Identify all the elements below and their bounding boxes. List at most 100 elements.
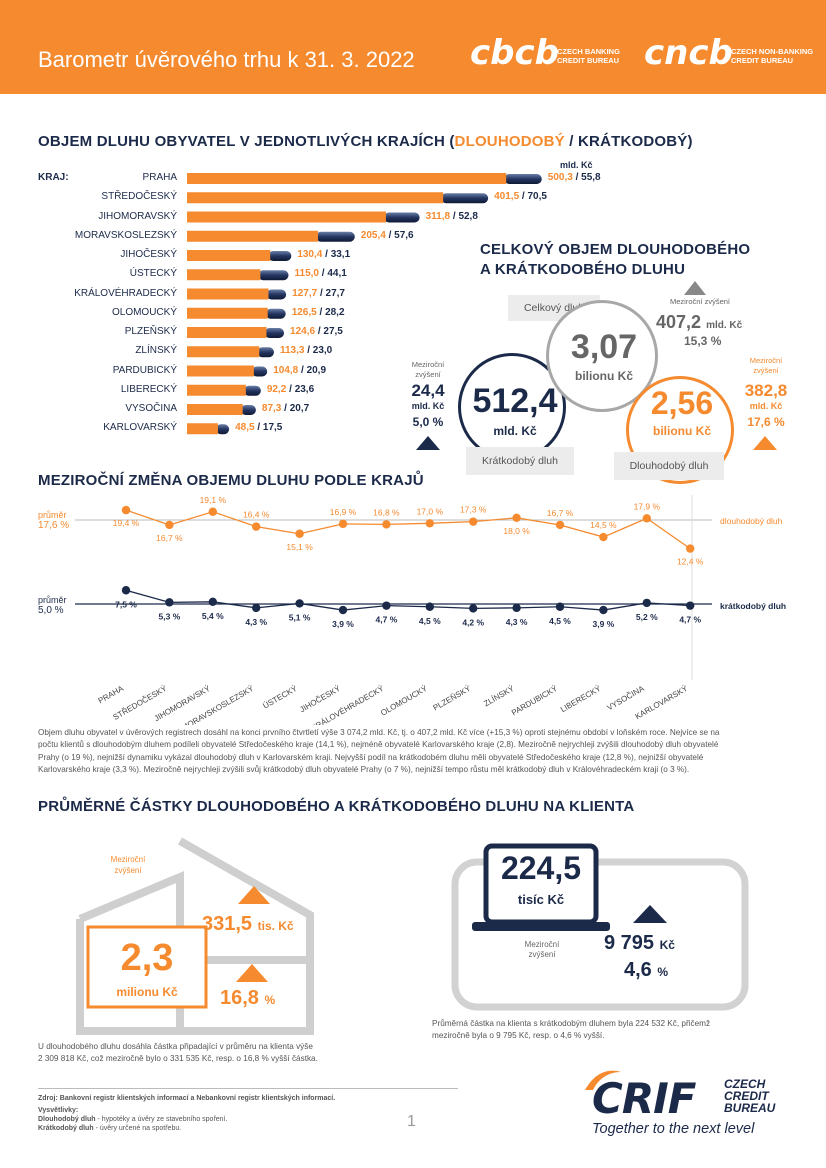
- long-change-unit: mld. Kč: [749, 401, 783, 411]
- data-label: 4,2 %: [462, 617, 484, 627]
- long-debt-bar: [187, 404, 243, 415]
- region-long-value: 87,3: [261, 403, 282, 414]
- data-point: [295, 529, 304, 538]
- region-value: 104,8 / 20,9: [273, 365, 326, 376]
- region-value: 401,5 / 70,5: [494, 191, 547, 202]
- house-illustration: [76, 837, 314, 1035]
- data-label: 5,4 %: [202, 611, 224, 621]
- data-label: 5,3 %: [159, 611, 181, 621]
- data-label: 5,2 %: [636, 612, 658, 622]
- region-label: ZLÍNSKÝ: [135, 345, 177, 357]
- regions-title-short: KRÁTKODOBÝ): [578, 133, 693, 150]
- region-short-value: 44,1: [327, 268, 347, 280]
- header-banner: [0, 0, 826, 94]
- data-point: [338, 605, 348, 615]
- region-long-value: 311,8: [425, 210, 451, 222]
- house-text-1: U dlouhodobého dluhu dosáhla částka přip…: [38, 1042, 313, 1051]
- region-value-separator: /: [315, 326, 324, 337]
- region-long-value: 113,3: [279, 345, 305, 357]
- unit-label: mld. Kč: [560, 160, 593, 170]
- data-label: 16,4 %: [243, 510, 270, 520]
- region-label: MORAVSKOSLEZSKÝ: [74, 229, 177, 241]
- region-value-separator: /: [316, 306, 326, 318]
- data-label: 3,9 %: [332, 619, 354, 629]
- short-debt-bar: [266, 289, 287, 300]
- category-label: ZLÍNSKÝ: [482, 684, 516, 709]
- data-label: 17,3 %: [460, 505, 487, 515]
- long-debt-bar: [187, 288, 269, 300]
- region-value-separator: /: [281, 403, 290, 414]
- laptop-text-2: meziročně byla o 9 795 Kč, resp. o 4,6 %…: [432, 1031, 605, 1041]
- yoy-chart: 19,4 % 16,7 % 19,1 % 16,4 % 15,1 % 16,9 % 16,8…: [75, 495, 712, 725]
- region-long-value: 130,4: [297, 249, 323, 260]
- laptop-change-number: 9 795: [604, 932, 655, 954]
- summary-line-2: počtu klientů s dlouhodobým dluhem podíl…: [38, 740, 719, 750]
- region-label: JIHOMORAVSKÝ: [98, 210, 177, 222]
- legend-short: krátkodobý dluh: [720, 601, 787, 611]
- data-point: [338, 519, 348, 529]
- data-point: [599, 532, 608, 542]
- data-label: 19,4 %: [113, 518, 140, 528]
- region-value: 87,3 / 20,7: [262, 403, 309, 414]
- region-label: PRAHA: [142, 172, 177, 183]
- laptop-pct-number: 4,6: [624, 959, 652, 981]
- summary-paragraph: Objem dluhu obyvatel v úvěrových registr…: [38, 727, 798, 776]
- crif-sub-3: BUREAU: [724, 1101, 776, 1115]
- cbcb-logo: cbcb: [470, 33, 559, 73]
- total-change-number: 407,2: [656, 312, 702, 332]
- data-point: [165, 598, 174, 607]
- avg-title: PRŮMĚRNÉ ČÁSTKY DLOUHODOBÉHO A KRÁTKODOB…: [38, 798, 635, 815]
- regions-title-long: DLOUHODOBÝ: [454, 133, 565, 150]
- region-value: 130,4 / 33,1: [297, 249, 350, 260]
- short-debt-bar: [215, 424, 230, 435]
- data-point: [165, 520, 174, 530]
- region-value-separator: /: [317, 287, 326, 299]
- region-value-separator: /: [304, 345, 313, 357]
- summary-line-4: Karlovarského kraje (3,3 %). Meziročně n…: [38, 764, 690, 774]
- long-debt-bar: [187, 365, 254, 377]
- short-debt-bar: [265, 308, 286, 319]
- long-debt-bar: [187, 192, 444, 204]
- long-change-pct: 17,6 %: [747, 415, 785, 429]
- data-label: 4,3 %: [506, 617, 528, 627]
- total-debt-unit: bilionu Kč: [575, 369, 633, 383]
- region-long-value: 401,5: [494, 191, 520, 203]
- region-long-value: 92,2: [266, 383, 287, 395]
- long-up-arrow-icon: [753, 436, 777, 450]
- region-value-separator: /: [318, 268, 328, 280]
- house-change-label-2: zvýšení: [114, 866, 142, 875]
- total-debt-value: 3,07: [570, 328, 638, 366]
- footer-short-term: Krátkodobý dluh: [38, 1125, 94, 1132]
- short-change-label-1: Meziroční: [411, 360, 445, 369]
- short-debt-bar: [240, 405, 256, 415]
- data-point: [686, 544, 695, 553]
- region-short-value: 27,7: [325, 287, 345, 299]
- laptop-up-arrow-icon: [633, 905, 667, 923]
- short-debt-bar: [243, 385, 261, 396]
- region-value-separator: /: [298, 364, 307, 376]
- kraj-label: KRAJ:: [38, 172, 69, 183]
- region-short-value: 23,0: [312, 345, 333, 357]
- region-label: STŘEDOČESKÝ: [101, 191, 177, 203]
- region-label: ÚSTECKÝ: [129, 268, 177, 280]
- category-label: PARDUBICKÝ: [510, 684, 560, 718]
- region-label: PARDUBICKÝ: [112, 364, 177, 376]
- category-label: PLZEŇSKÝ: [432, 684, 473, 713]
- total-title-1: CELKOVÝ OBJEM DLOUHODOBÉHO: [480, 241, 751, 258]
- data-point: [121, 505, 131, 515]
- region-value: 92,2 / 23,6: [267, 384, 314, 395]
- long-debt-value: 2,56: [650, 385, 714, 421]
- data-point: [208, 507, 217, 516]
- footer-long-def: Dlouhodobý dluh - hypotéky a úvěry ze st…: [38, 1115, 227, 1125]
- region-label: JIHOČESKÝ: [120, 249, 177, 260]
- region-value: 205,4 / 57,6: [361, 230, 414, 241]
- laptop-text: Průměrná částka na klienta s krátkodobým…: [432, 1018, 792, 1043]
- house-value: 2,3: [120, 937, 174, 979]
- regions-title-sep: /: [564, 133, 578, 150]
- data-point: [252, 522, 261, 531]
- cbcb-logo-sub1: CZECH BANKING: [557, 47, 620, 56]
- total-change-unit: mld. Kč: [706, 320, 743, 331]
- long-debt-bar: [187, 384, 246, 396]
- category-label: LIBERECKÝ: [559, 684, 603, 715]
